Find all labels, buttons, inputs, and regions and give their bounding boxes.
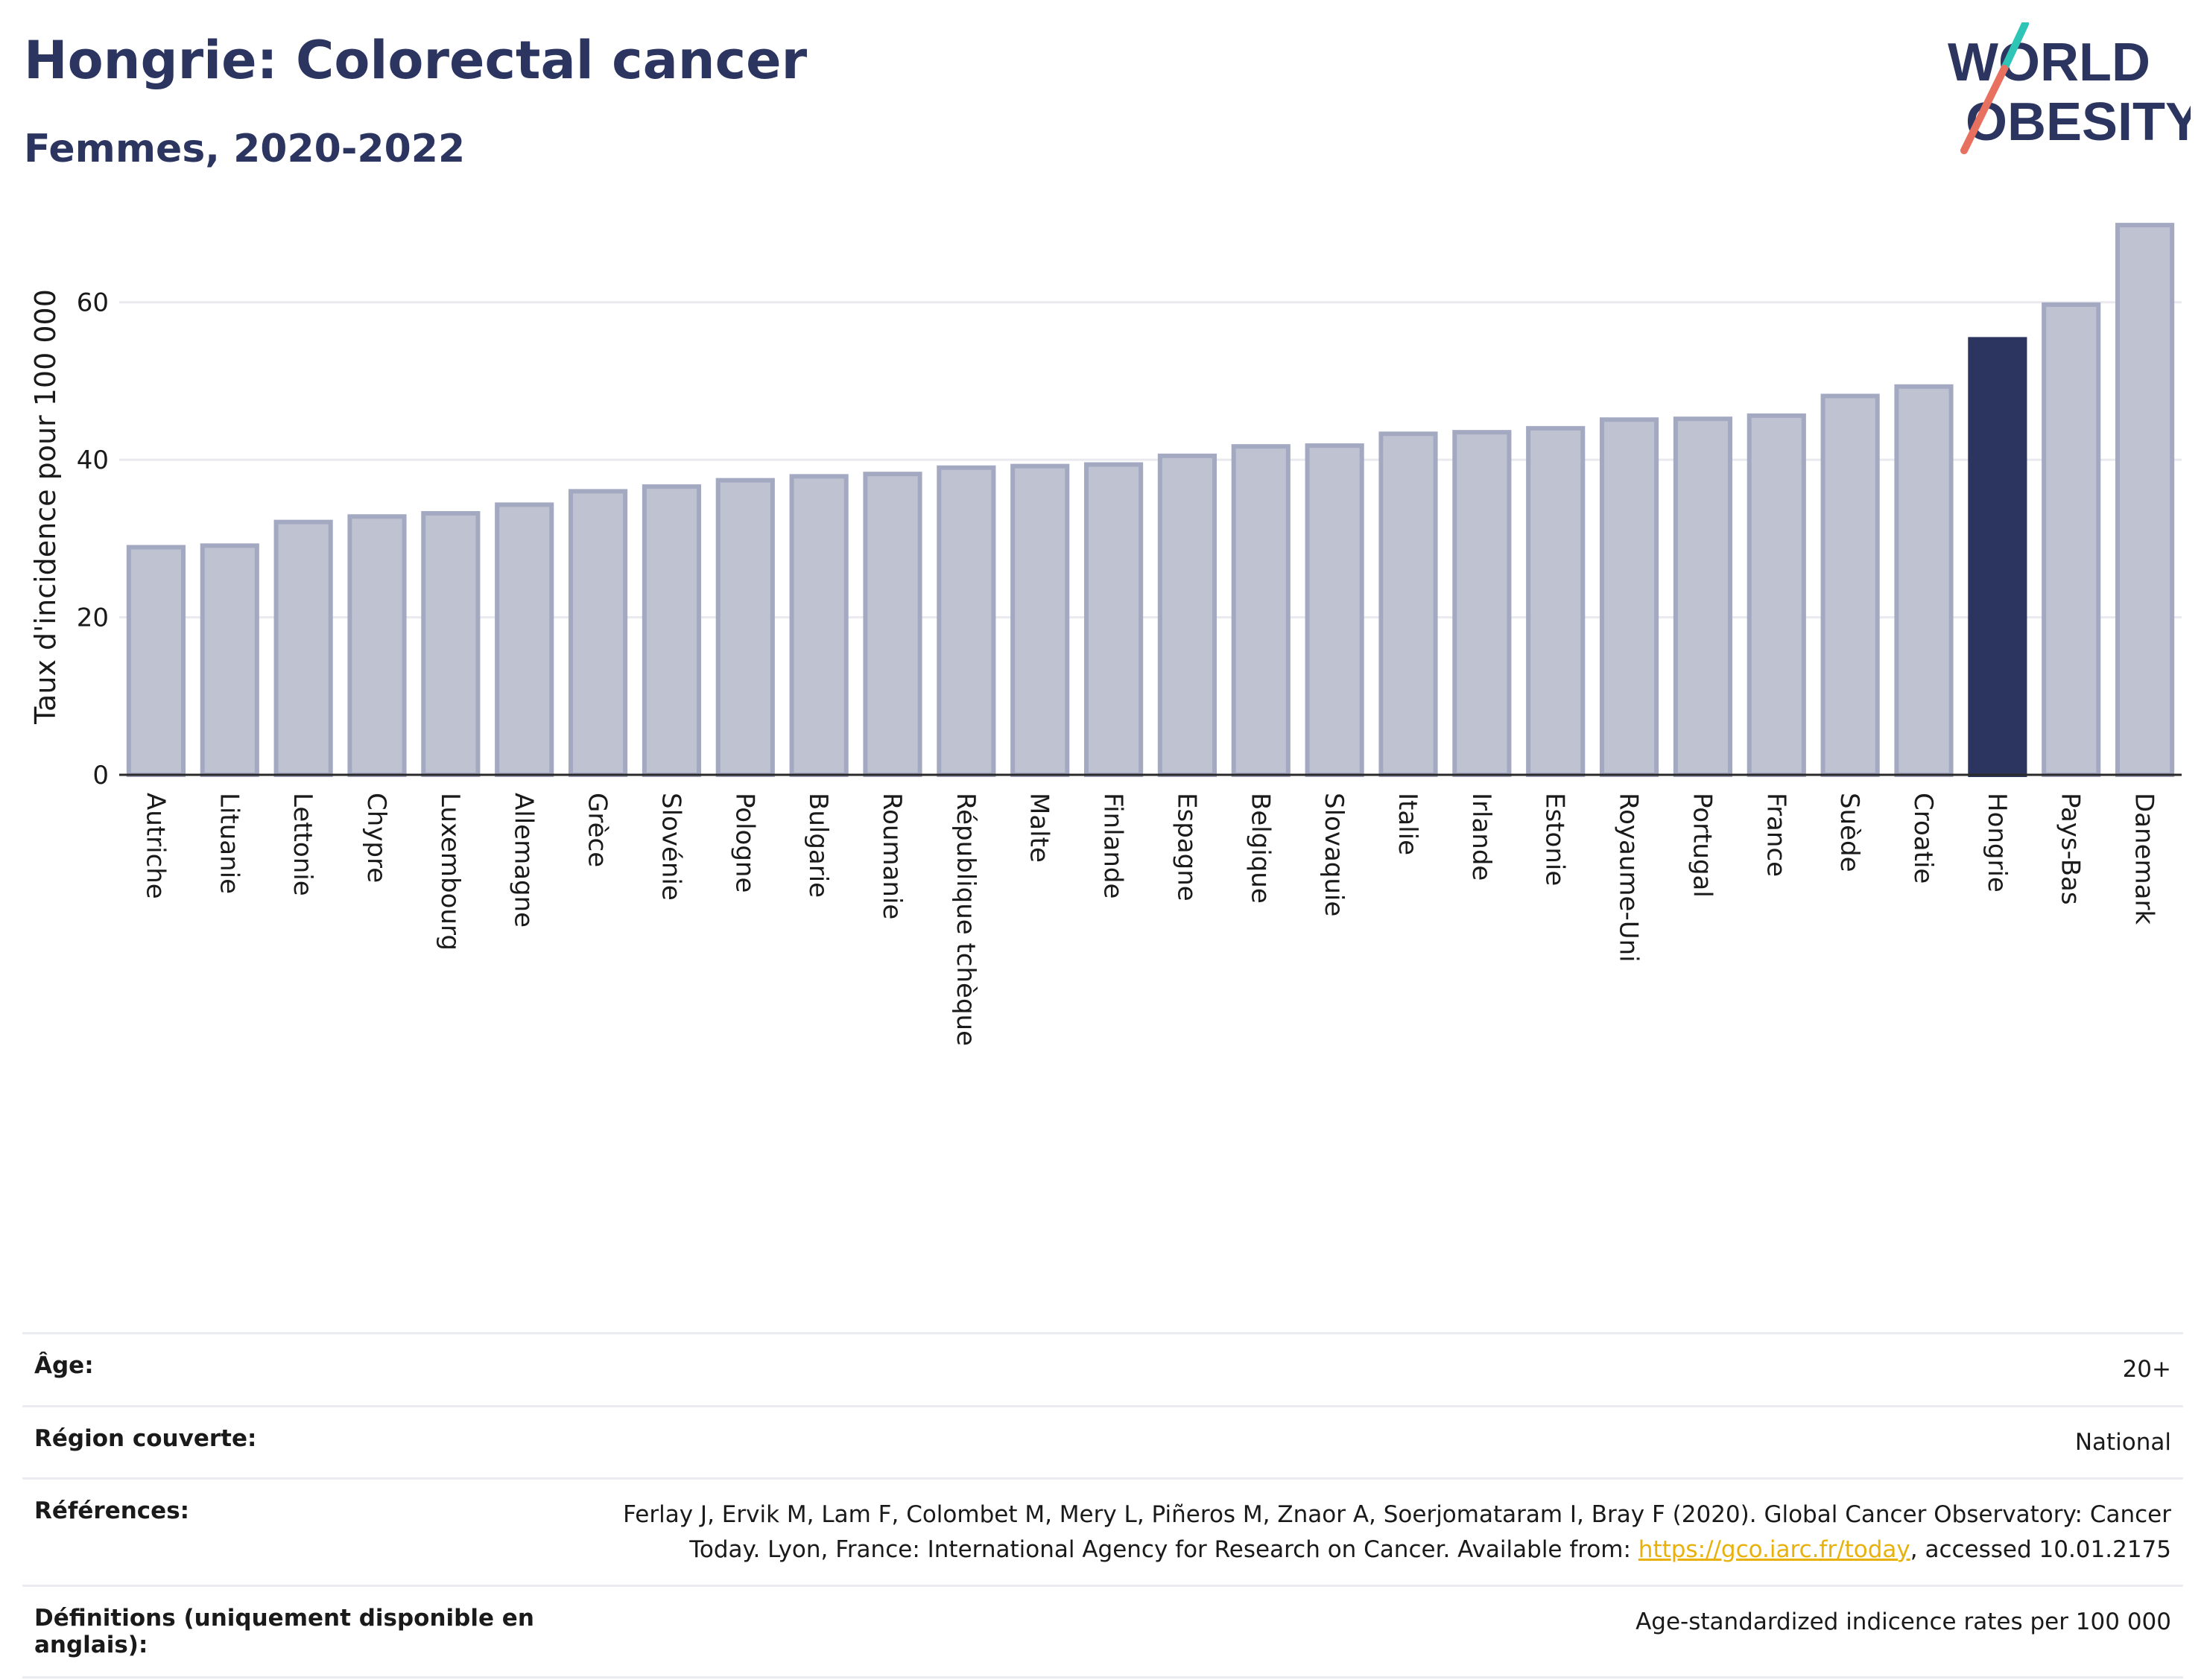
x-tick-label: Lettonie xyxy=(288,793,317,896)
x-tick-label: Pologne xyxy=(729,793,759,893)
bar xyxy=(1526,425,1586,777)
bar xyxy=(421,511,481,777)
bar xyxy=(347,514,407,777)
y-tick-label: 60 xyxy=(77,288,109,318)
info-value: Age-standardized indicence rates per 100… xyxy=(553,1585,2183,1679)
logo-slash-coral xyxy=(1960,65,2008,154)
x-tick-label: Croatie xyxy=(1908,793,1938,884)
y-tick-label: 0 xyxy=(92,761,109,790)
info-value: 20+ xyxy=(553,1332,2183,1407)
bar xyxy=(273,519,333,778)
bar xyxy=(1747,413,1806,777)
bar xyxy=(1599,417,1659,777)
bar xyxy=(1305,443,1364,777)
x-tick-label: Allemagne xyxy=(509,793,539,928)
x-tick-label: Luxembourg xyxy=(435,793,465,951)
info-row-region: Région couverte: National xyxy=(22,1404,2183,1480)
x-tick-label: Pays-Bas xyxy=(2056,793,2086,905)
bar xyxy=(1820,393,1880,777)
info-key: Références: xyxy=(22,1477,553,1587)
chart-title: Hongrie: Colorectal cancer xyxy=(24,30,808,91)
bar-chart: 0 20 40 60 Autriche Lituanie Lettonie Chypre Lu… xyxy=(29,223,2182,1046)
info-key: Définitions (uniquement disponible en an… xyxy=(22,1585,553,1679)
reference-accessed: , accessed 10.01.2175 xyxy=(1910,1535,2171,1563)
info-key: Âge: xyxy=(22,1332,553,1407)
x-tick-label: Chypre xyxy=(361,793,391,883)
bar xyxy=(642,484,702,777)
info-value: National xyxy=(553,1404,2183,1480)
bar xyxy=(1083,462,1144,777)
info-value: Ferlay J, Ervik M, Lam F, Colombet M, Me… xyxy=(553,1477,2183,1587)
info-row-definitions: Définitions (uniquement disponible en an… xyxy=(22,1585,2183,1679)
bar xyxy=(863,472,922,778)
x-tick-label: Portugal xyxy=(1687,793,1717,898)
x-tick-labels: Autriche Lituanie Lettonie Chypre Luxembourg… xyxy=(140,793,2159,1046)
bar xyxy=(1673,416,1733,778)
x-tick-label: Finlande xyxy=(1098,793,1128,898)
bar xyxy=(1231,444,1291,778)
x-tick-label: Autriche xyxy=(140,793,170,899)
x-tick-label: France xyxy=(1761,793,1790,877)
x-tick-label: Slovénie xyxy=(656,793,685,901)
x-tick-label: Belgique xyxy=(1245,793,1275,904)
metadata-table: Âge: 20+ Région couverte: National Référ… xyxy=(22,1332,2183,1679)
bar xyxy=(1157,453,1217,777)
y-tick-label: 20 xyxy=(77,603,109,633)
x-tick-label: Royaume-Uni xyxy=(1614,793,1644,963)
bars xyxy=(126,223,2175,778)
bar xyxy=(1894,384,1954,777)
y-tick-labels: 0 20 40 60 xyxy=(77,288,109,790)
x-tick-label: Lituanie xyxy=(214,793,244,894)
bar xyxy=(1010,463,1070,777)
x-tick-label: Espagne xyxy=(1171,793,1201,901)
x-tick-label: Slovaquie xyxy=(1319,793,1349,916)
x-tick-label: Danemark xyxy=(2129,793,2159,925)
bar xyxy=(568,489,628,778)
reference-text: Ferlay J, Ervik M, Lam F, Colombet M, Me… xyxy=(623,1501,2171,1563)
y-tick-label: 40 xyxy=(77,446,109,475)
y-axis-label: Taux d'incidence pour 100 000 xyxy=(29,289,62,725)
x-tick-label: Grèce xyxy=(583,793,612,867)
x-tick-label: Estonie xyxy=(1540,793,1570,886)
bar xyxy=(715,478,775,778)
x-tick-label: Irlande xyxy=(1466,793,1496,881)
bar xyxy=(789,474,849,777)
info-key: Région couverte: xyxy=(22,1404,553,1480)
logo-line2: OBESITY xyxy=(1966,92,2191,152)
logo-slash-teal xyxy=(2001,22,2029,72)
bar xyxy=(2115,223,2175,778)
x-tick-label: Italie xyxy=(1393,793,1422,855)
bar xyxy=(1378,431,1438,777)
x-tick-label: République tchèque xyxy=(951,793,981,1046)
x-tick-label: Hongrie xyxy=(1982,793,2012,893)
x-tick-label: Roumanie xyxy=(877,793,907,919)
world-obesity-logo: WORLD OBESITY xyxy=(1948,22,2191,154)
x-tick-label: Malte xyxy=(1025,793,1054,863)
x-tick-label: Bulgarie xyxy=(803,793,833,898)
bar-highlighted xyxy=(1968,337,2027,777)
x-tick-label: Suède xyxy=(1834,793,1864,872)
bar xyxy=(200,543,259,777)
bar xyxy=(1452,430,1512,778)
bar xyxy=(2042,302,2101,777)
info-row-age: Âge: 20+ xyxy=(22,1332,2183,1407)
chart-subtitle: Femmes, 2020-2022 xyxy=(24,127,466,171)
info-row-references: Références: Ferlay J, Ervik M, Lam F, Co… xyxy=(22,1477,2183,1587)
bar xyxy=(126,545,186,777)
logo-line1: WORLD xyxy=(1948,33,2150,92)
reference-link[interactable]: https://gco.iarc.fr/today xyxy=(1638,1535,1910,1563)
bar xyxy=(937,465,996,777)
bar xyxy=(495,502,554,778)
